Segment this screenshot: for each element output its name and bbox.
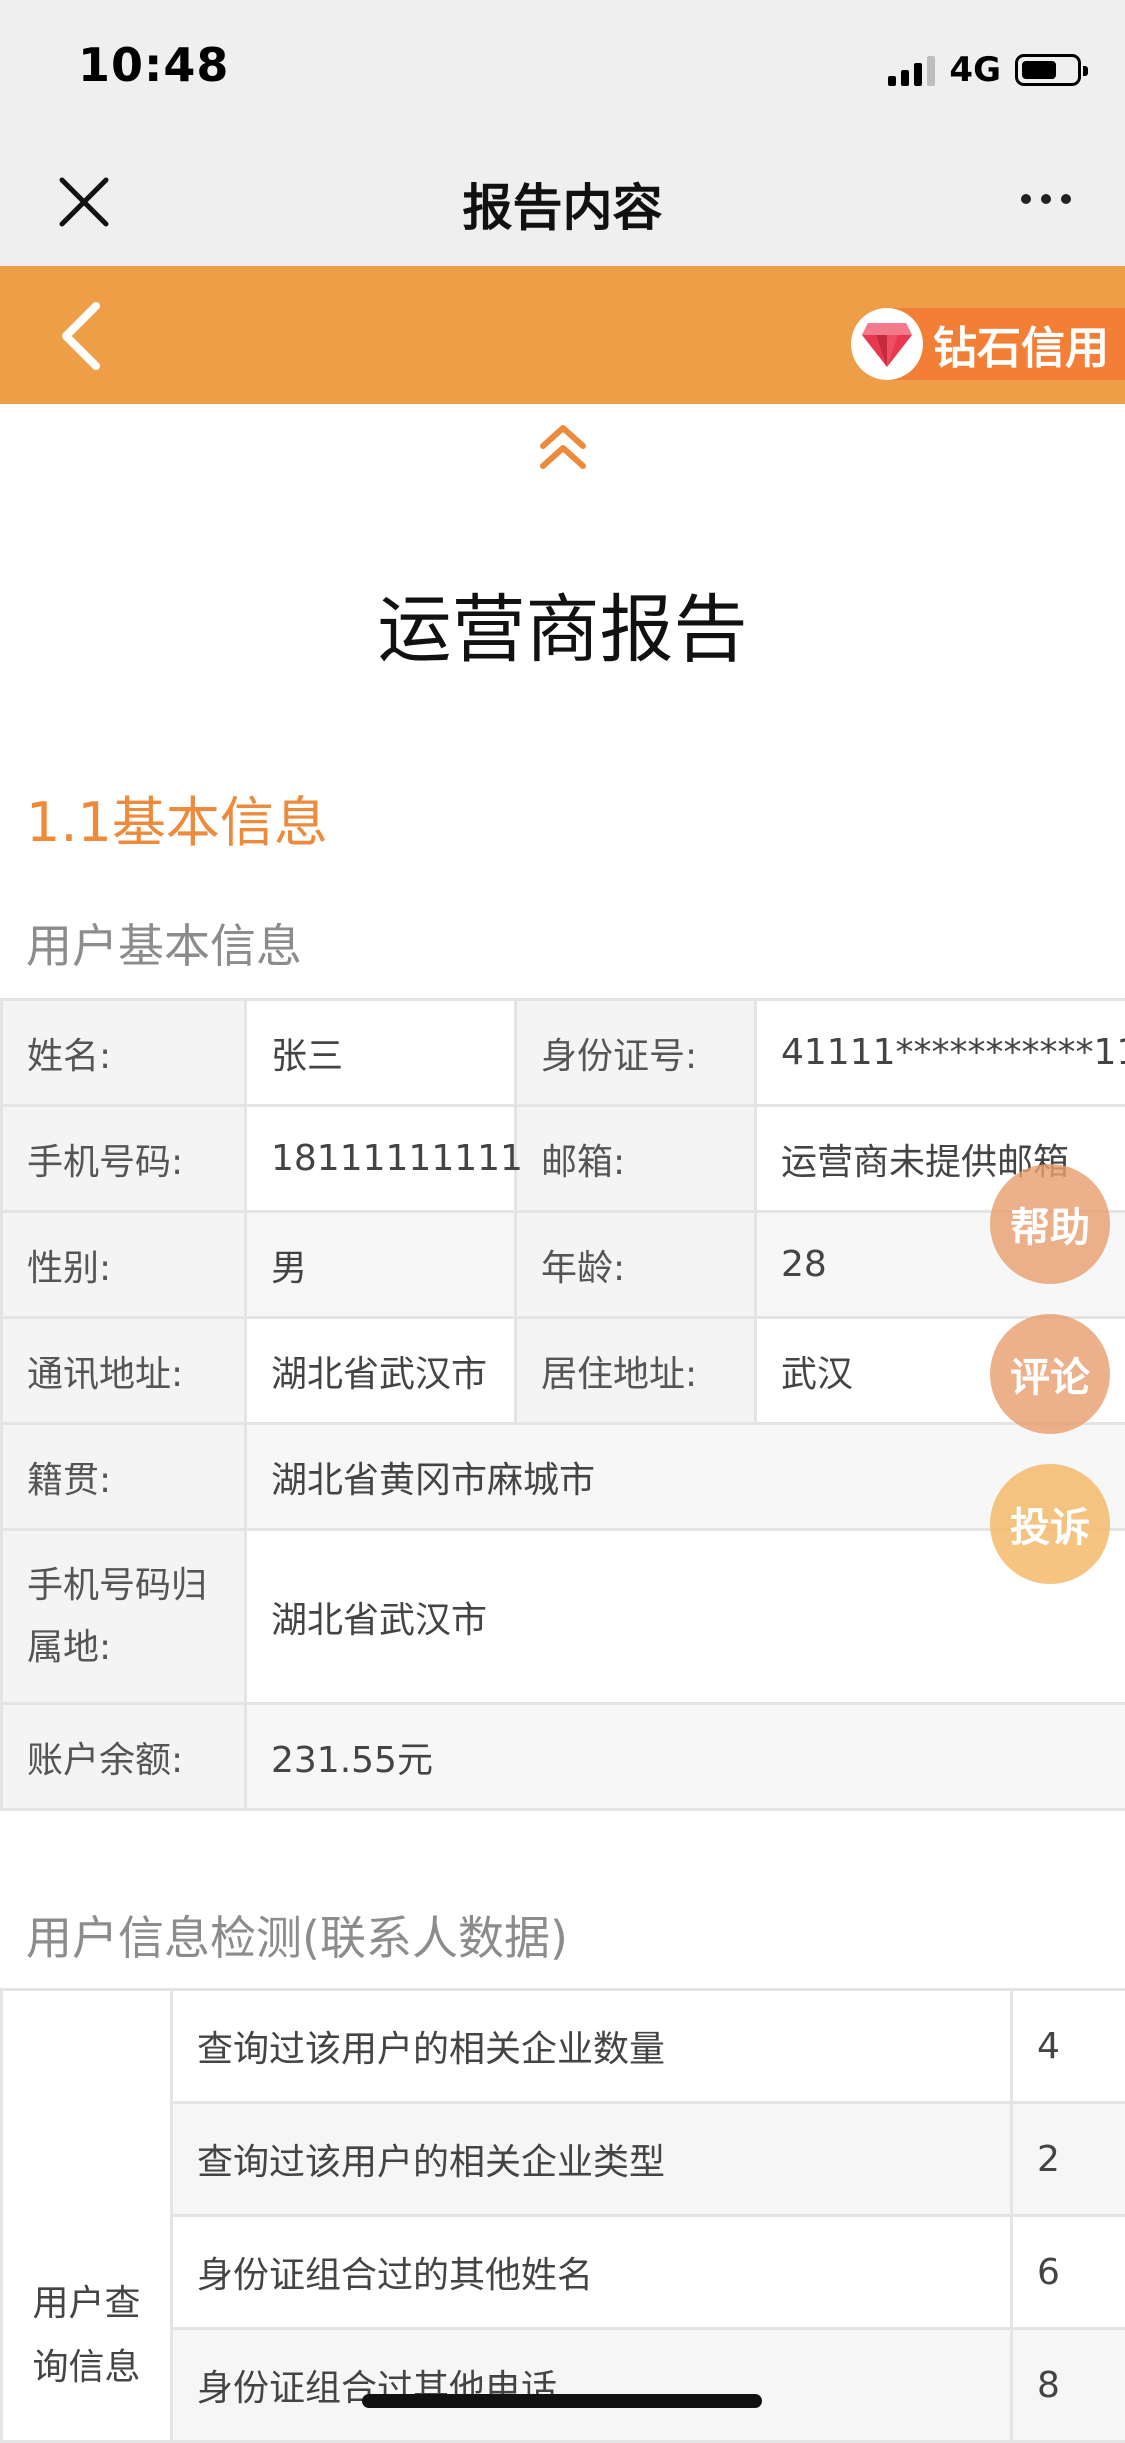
- table-row: 手机号码: 18111111111 邮箱: 运营商未提供邮箱: [2, 1106, 1125, 1212]
- table-row: 性别: 男 年龄: 28: [2, 1212, 1125, 1318]
- phone-label: 手机号码:: [2, 1106, 246, 1212]
- basic-info-table: 姓名: 张三 身份证号: 41111***********1111 手机号码: …: [0, 998, 1125, 1811]
- more-icon[interactable]: [1021, 194, 1071, 204]
- residence-label: 居住地址:: [516, 1318, 756, 1424]
- table-row: 手机号码归属地: 湖北省武汉市: [2, 1530, 1125, 1704]
- table-row: 籍贯: 湖北省黄冈市麻城市: [2, 1424, 1125, 1530]
- table-row: 用户查询信息 查询过该用户的相关企业数量 4: [2, 1990, 1125, 2103]
- comment-button[interactable]: 评论: [990, 1314, 1110, 1434]
- detection-item: 身份证组合过的其他姓名: [172, 2216, 1012, 2329]
- id-label: 身份证号:: [516, 1000, 756, 1106]
- back-icon[interactable]: [52, 296, 112, 376]
- name-value: 张三: [246, 1000, 516, 1106]
- status-bar: 10:48 4G: [0, 0, 1125, 136]
- detection-group-label: 用户查询信息: [2, 1990, 172, 2442]
- name-label: 姓名:: [2, 1000, 246, 1106]
- help-button[interactable]: 帮助: [990, 1164, 1110, 1284]
- balance-label: 账户余额:: [2, 1704, 246, 1810]
- diamond-credit-badge[interactable]: 钻石信用: [855, 308, 1125, 380]
- battery-icon: [1015, 54, 1081, 86]
- detection-title: 用户信息检测(联系人数据): [26, 1902, 568, 1968]
- collapse-up-icon[interactable]: [535, 420, 591, 476]
- detection-value: 4: [1012, 1990, 1125, 2103]
- table-row: 姓名: 张三 身份证号: 41111***********1111: [2, 1000, 1125, 1106]
- diamond-credit-label: 钻石信用: [933, 312, 1109, 376]
- network-type: 4G: [949, 50, 1001, 90]
- report-title: 运营商报告: [0, 570, 1125, 677]
- email-label: 邮箱:: [516, 1106, 756, 1212]
- age-label: 年龄:: [516, 1212, 756, 1318]
- detection-table: 用户查询信息 查询过该用户的相关企业数量 4 查询过该用户的相关企业类型 2 身…: [0, 1988, 1125, 2443]
- balance-value: 231.55元: [246, 1704, 1125, 1810]
- report-header: 钻石信用: [0, 266, 1125, 404]
- address-label: 通讯地址:: [2, 1318, 246, 1424]
- detection-value: 6: [1012, 2216, 1125, 2329]
- status-time: 10:48: [78, 38, 229, 92]
- phone-value: 18111111111: [246, 1106, 516, 1212]
- status-indicators: 4G: [888, 48, 1081, 92]
- basic-info-title: 用户基本信息: [26, 910, 302, 976]
- hometown-label: 籍贯:: [2, 1424, 246, 1530]
- table-row: 通讯地址: 湖北省武汉市 居住地址: 武汉: [2, 1318, 1125, 1424]
- table-row: 账户余额: 231.55元: [2, 1704, 1125, 1810]
- signal-icon: [888, 54, 935, 86]
- page-title: 报告内容: [0, 168, 1125, 240]
- phone-origin-label: 手机号码归属地:: [2, 1530, 246, 1704]
- nav-bar: 报告内容: [0, 136, 1125, 266]
- detection-value: 2: [1012, 2103, 1125, 2216]
- gender-label: 性别:: [2, 1212, 246, 1318]
- detection-item: 查询过该用户的相关企业数量: [172, 1990, 1012, 2103]
- detection-value: 8: [1012, 2329, 1125, 2442]
- id-value: 41111***********1111: [756, 1000, 1125, 1106]
- phone-origin-value: 湖北省武汉市: [246, 1530, 1125, 1704]
- gender-value: 男: [246, 1212, 516, 1318]
- address-value: 湖北省武汉市: [246, 1318, 516, 1424]
- detection-item: 身份证组合过其他电话: [172, 2329, 1012, 2442]
- section-title: 1.1基本信息: [26, 778, 328, 857]
- detection-item: 查询过该用户的相关企业类型: [172, 2103, 1012, 2216]
- diamond-icon: [851, 308, 923, 380]
- home-indicator[interactable]: [362, 2394, 762, 2408]
- complain-button[interactable]: 投诉: [990, 1464, 1110, 1584]
